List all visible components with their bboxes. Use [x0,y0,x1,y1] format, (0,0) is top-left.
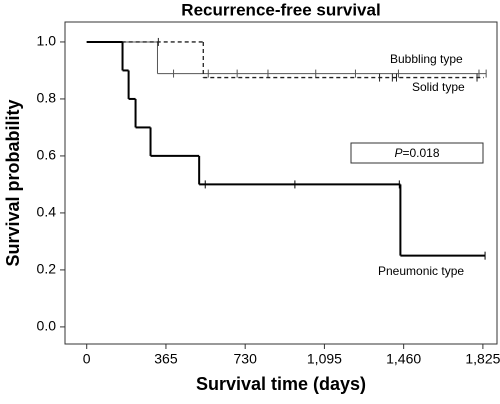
chart-title: Recurrence-free survival [181,0,380,19]
x-tick-label: 730 [234,351,258,367]
annotation-box [350,142,484,164]
series-label: Bubbling type [390,52,463,66]
x-tick-label: 365 [154,351,178,367]
series-label: Solid type [412,80,465,94]
x-tick-label: 1,095 [307,351,342,367]
plot-frame [64,21,498,345]
x-axis-label: Survival time (days) [196,374,366,394]
y-tick-label: 0.6 [37,147,57,163]
x-tick-label: 1,460 [386,351,421,367]
p-value-text: =0.018 [402,146,439,160]
y-axis-label: Survival probability [3,99,23,266]
x-tick-label: 1,825 [465,351,500,367]
y-tick-label: 0.4 [37,204,57,220]
p-value: P=0.018 [394,146,439,160]
x-tick-label: 0 [83,351,91,367]
series-label: Pneumonic type [378,264,464,278]
y-tick-label: 1.0 [37,33,57,49]
y-tick-label: 0.0 [37,318,57,334]
y-tick-label: 0.8 [37,90,57,106]
p-symbol: P [394,146,402,160]
y-tick-label: 0.2 [37,261,57,277]
